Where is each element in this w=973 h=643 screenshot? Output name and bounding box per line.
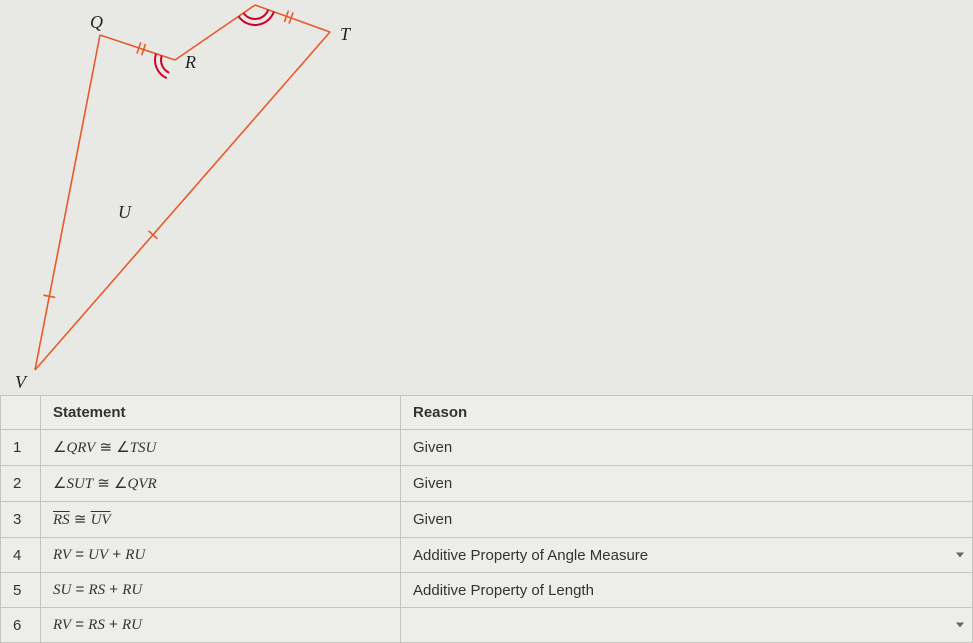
header-statement: Statement	[41, 396, 401, 430]
table-row: 2∠SUT ≅ ∠QVR Given	[1, 466, 973, 502]
reason-cell: Given	[401, 466, 973, 502]
statement-cell: SU = RS + RU	[41, 573, 401, 608]
table-row: 1∠QRV ≅ ∠TSU Given	[1, 430, 973, 466]
row-number: 1	[1, 430, 41, 466]
svg-text:R: R	[184, 52, 196, 72]
svg-text:U: U	[118, 202, 132, 222]
reason-text: Additive Property of Angle Measure	[413, 547, 648, 564]
statement-cell: RV = UV + RU	[41, 538, 401, 573]
proof-table: Statement Reason 1∠QRV ≅ ∠TSUGiven2∠SUT …	[0, 395, 973, 643]
svg-text:T: T	[340, 24, 352, 44]
reason-dropdown[interactable]: Additive Property of Angle Measure	[401, 538, 973, 573]
geometry-diagram: V Q R T U	[0, 0, 973, 395]
row-number: 4	[1, 538, 41, 573]
reason-text: Given	[413, 475, 452, 492]
row-number: 3	[1, 502, 41, 538]
reason-cell: Additive Property of Length	[401, 573, 973, 608]
table-row: 5SU = RS + RU Additive Property of Length	[1, 573, 973, 608]
row-number: 6	[1, 608, 41, 643]
reason-dropdown[interactable]	[401, 608, 973, 643]
table-row: 3RS ≅ UV Given	[1, 502, 973, 538]
statement-cell: RV = RS + RU	[41, 608, 401, 643]
table-row: 6RV = RS + RU	[1, 608, 973, 643]
header-blank	[1, 396, 41, 430]
reason-cell: Given	[401, 502, 973, 538]
row-number: 5	[1, 573, 41, 608]
reason-text: Given	[413, 511, 452, 528]
statement-cell: ∠QRV ≅ ∠TSU	[41, 430, 401, 466]
table-header-row: Statement Reason	[1, 396, 973, 430]
svg-text:Q: Q	[90, 12, 103, 32]
table-row: 4RV = UV + RU Additive Property of Angle …	[1, 538, 973, 573]
reason-text: Additive Property of Length	[413, 582, 594, 599]
statement-cell: ∠SUT ≅ ∠QVR	[41, 466, 401, 502]
header-reason: Reason	[401, 396, 973, 430]
row-number: 2	[1, 466, 41, 502]
reason-text: Given	[413, 439, 452, 456]
reason-cell: Given	[401, 430, 973, 466]
chevron-down-icon	[956, 623, 964, 628]
chevron-down-icon	[956, 553, 964, 558]
svg-text:V: V	[15, 372, 28, 392]
statement-cell: RS ≅ UV	[41, 502, 401, 538]
